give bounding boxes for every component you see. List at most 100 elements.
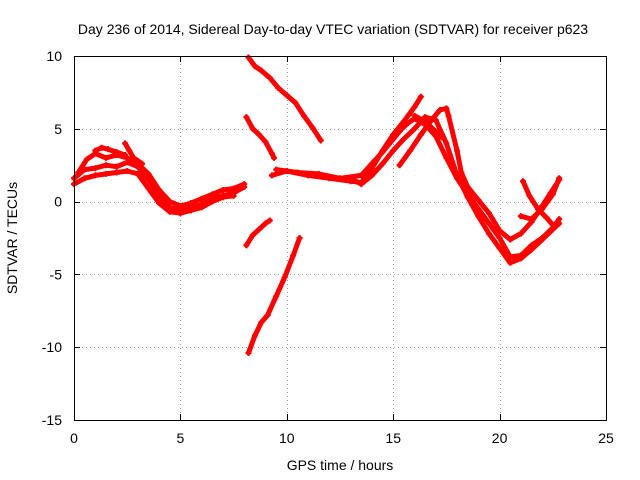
data-point-marker — [390, 135, 397, 142]
data-point-marker — [102, 162, 109, 169]
data-point-marker — [126, 147, 133, 154]
data-point-marker — [439, 134, 446, 141]
data-point-marker — [198, 195, 205, 202]
data-point-marker — [273, 293, 280, 300]
data-point-marker — [281, 274, 288, 281]
data-point-marker — [496, 235, 503, 241]
data-point-marker — [296, 235, 303, 241]
data-point-marker — [105, 146, 112, 153]
data-point-marker — [139, 160, 146, 167]
x-tick-label: 5 — [177, 430, 185, 446]
data-point-marker — [166, 198, 173, 205]
x-tick-label: 20 — [492, 430, 508, 446]
y-tick-label: -5 — [50, 266, 63, 282]
data-point-marker — [368, 172, 375, 179]
data-point-marker — [102, 154, 109, 161]
data-point-marker — [130, 154, 137, 161]
data-point-marker — [256, 226, 263, 233]
data-point-marker — [507, 259, 514, 266]
x-axis-label: GPS time / hours — [287, 457, 394, 473]
data-point-marker — [283, 92, 290, 99]
data-point-marker — [443, 105, 450, 112]
data-point-marker — [145, 185, 152, 192]
data-point-marker — [266, 217, 273, 224]
y-tick-label: 0 — [54, 194, 62, 210]
data-point-marker — [134, 157, 141, 164]
data-point-marker — [219, 186, 226, 193]
data-point-marker — [266, 74, 273, 81]
data-point-marker — [485, 230, 492, 237]
x-tick-label: 25 — [598, 430, 614, 446]
data-point-marker — [251, 332, 258, 339]
data-point-marker — [264, 312, 271, 319]
data-point-marker — [379, 149, 386, 156]
data-point-marker — [517, 255, 524, 262]
data-point-marker — [443, 154, 450, 161]
data-point-marker — [113, 149, 120, 156]
data-point-marker — [241, 181, 248, 188]
data-point-marker — [166, 208, 173, 215]
data-point-marker — [317, 137, 324, 144]
data-point-marker — [309, 124, 316, 131]
data-point-marker — [379, 160, 386, 167]
data-point-marker — [422, 118, 429, 125]
data-point-marker — [543, 214, 550, 221]
data-point-marker — [411, 112, 418, 119]
data-point-marker — [83, 156, 90, 163]
series-line-arc-4 — [246, 55, 324, 143]
data-point-marker — [271, 154, 278, 161]
plot-frame — [74, 56, 607, 421]
data-point-marker — [188, 200, 195, 207]
y-tick-label: 5 — [54, 121, 62, 137]
data-point-marker — [294, 169, 301, 176]
data-point-marker — [243, 242, 250, 249]
data-point-marker — [549, 191, 556, 198]
data-point-marker — [75, 169, 82, 176]
data-point-marker — [496, 245, 503, 252]
data-point-marker — [251, 63, 258, 70]
data-point-marker — [437, 106, 444, 113]
data-point-marker — [556, 220, 563, 227]
data-point-marker — [245, 54, 252, 61]
data-point-marker — [156, 200, 163, 207]
data-point-marker — [198, 204, 205, 211]
data-point-marker — [258, 67, 265, 74]
data-point-marker — [113, 169, 120, 176]
data-point-marker — [262, 220, 269, 227]
data-point-marker — [300, 112, 307, 119]
data-point-marker — [549, 221, 556, 228]
data-point-marker — [275, 85, 282, 92]
data-point-marker — [134, 170, 141, 177]
data-point-marker — [411, 103, 418, 110]
series-line-arc-3 — [71, 168, 237, 216]
data-point-marker — [209, 191, 216, 198]
data-point-marker — [92, 165, 99, 172]
data-point-marker — [256, 131, 263, 138]
data-point-marker — [262, 138, 269, 145]
data-point-marker — [485, 210, 492, 217]
data-point-marker — [113, 163, 120, 170]
data-point-marker — [454, 172, 461, 179]
data-point-marker — [539, 236, 546, 243]
data-point-marker — [315, 170, 322, 177]
y-tick-label: -15 — [42, 412, 62, 428]
data-point-marker — [230, 185, 237, 192]
data-point-marker — [209, 198, 216, 205]
data-point-marker — [517, 230, 524, 237]
data-point-marker — [517, 213, 524, 220]
data-point-marker — [520, 178, 527, 185]
data-point-marker — [268, 172, 275, 179]
data-point-marker — [219, 194, 226, 201]
data-point-marker — [526, 192, 533, 199]
data-point-marker — [258, 319, 265, 326]
data-point-marker — [98, 144, 105, 151]
data-point-marker — [407, 147, 414, 154]
data-point-marker — [368, 160, 375, 167]
data-point-marker — [454, 147, 461, 154]
x-tick-label: 15 — [385, 430, 401, 446]
x-tick-label: 0 — [70, 430, 78, 446]
data-point-marker — [122, 140, 129, 147]
data-point-marker — [145, 170, 152, 177]
